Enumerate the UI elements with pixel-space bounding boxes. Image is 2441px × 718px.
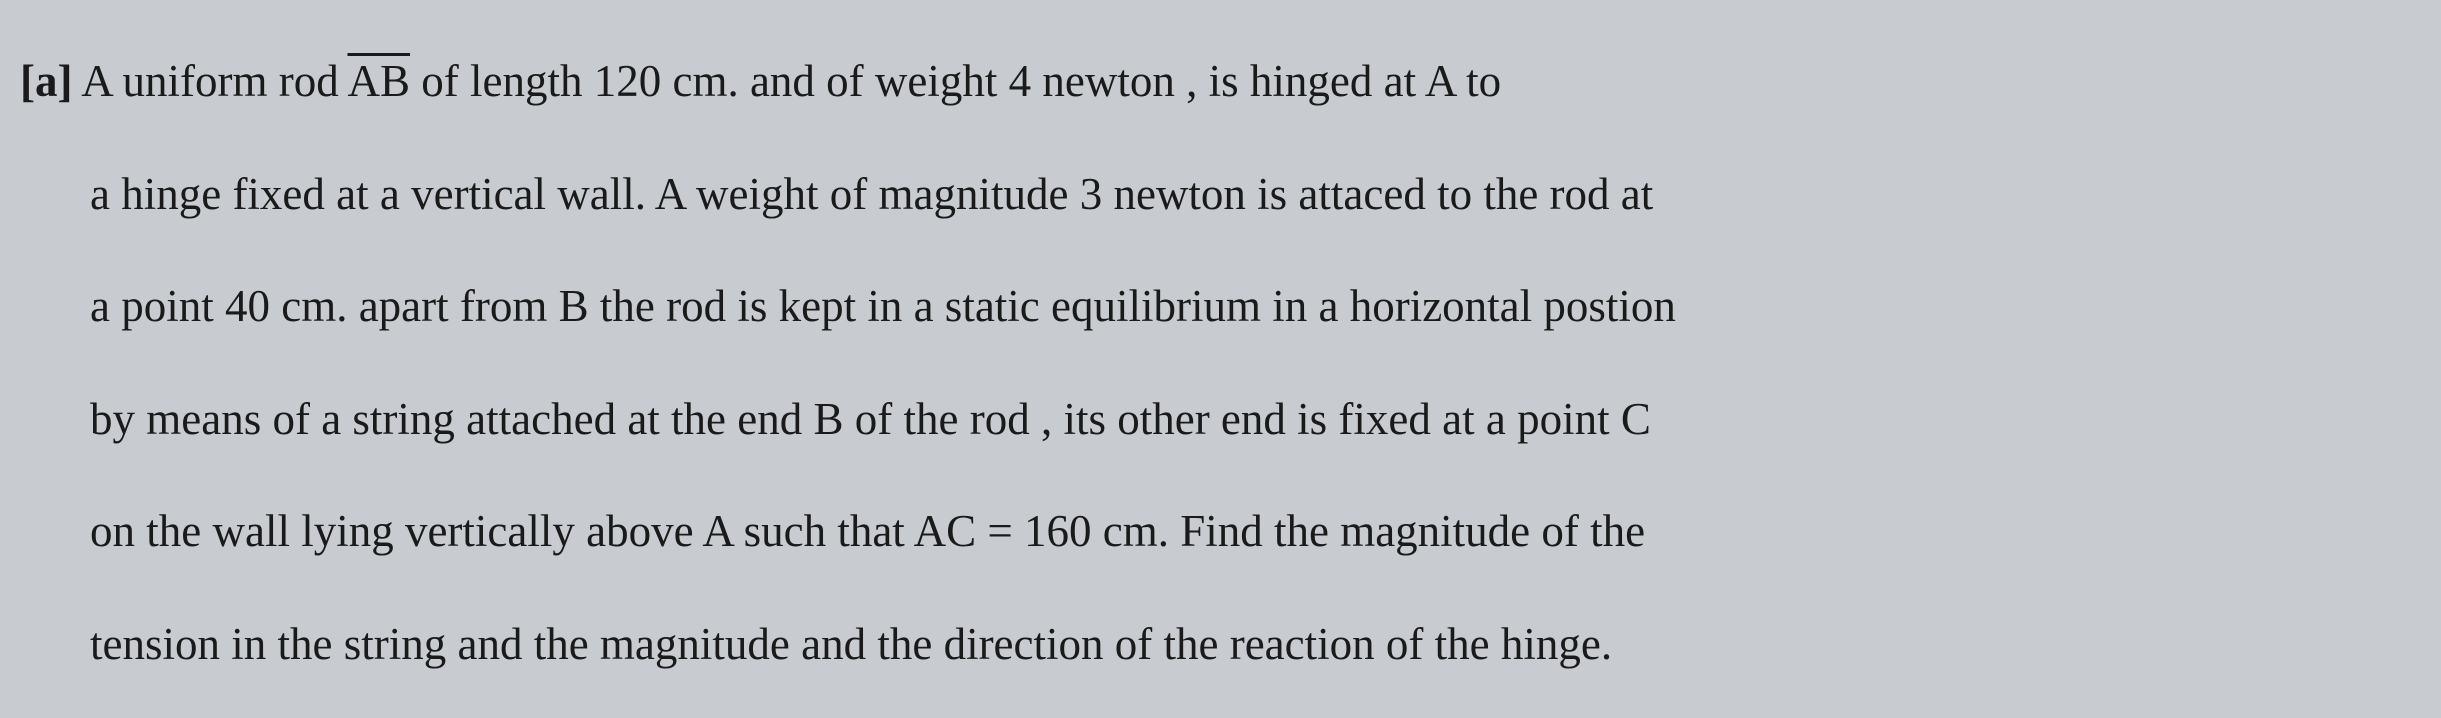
problem-line-2: a hinge fixed at a vertical wall. A weig… xyxy=(20,138,2406,251)
problem-label: [a] xyxy=(20,56,72,106)
problem-line-6: tension in the string and the magnitude … xyxy=(20,588,2406,701)
segment-ab: AB xyxy=(348,56,411,106)
problem-line-3: a point 40 cm. apart from B the rod is k… xyxy=(20,250,2406,363)
problem-line1-part1: A uniform rod xyxy=(72,56,347,106)
problem-line1-part2: of length 120 cm. and of weight 4 newton… xyxy=(410,56,1501,106)
problem-line-5: on the wall lying vertically above A suc… xyxy=(20,475,2406,588)
problem-line-1: [a] A uniform rod AB of length 120 cm. a… xyxy=(20,25,2406,138)
problem-text: [a] A uniform rod AB of length 120 cm. a… xyxy=(20,25,2406,700)
problem-line-4: by means of a string attached at the end… xyxy=(20,363,2406,476)
